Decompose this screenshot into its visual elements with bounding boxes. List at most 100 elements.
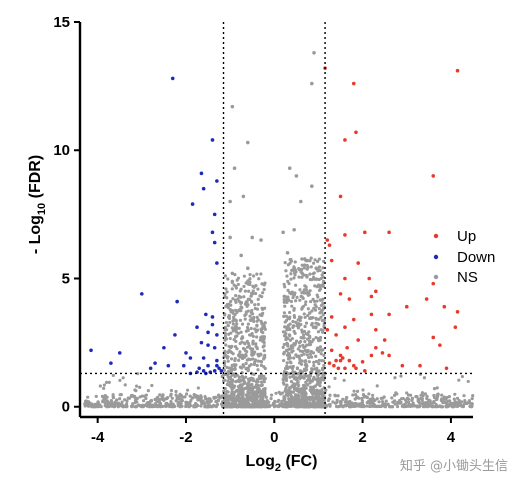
ns-point xyxy=(228,199,232,204)
ns-point xyxy=(298,344,302,348)
x-axis-title-subscript: 2 xyxy=(275,462,281,474)
ns-point xyxy=(310,355,314,359)
ns-point xyxy=(135,400,139,404)
up-point xyxy=(374,289,378,294)
ns-point xyxy=(288,375,292,379)
ns-point xyxy=(245,350,249,354)
ns-point xyxy=(245,382,249,386)
ns-point xyxy=(304,386,308,390)
ns-point xyxy=(238,355,242,359)
ns-point xyxy=(392,393,397,397)
y-axis-ticks: 0 5 10 15 xyxy=(53,14,80,416)
ns-point xyxy=(222,389,226,393)
ns-point xyxy=(288,315,292,319)
x-axis-title: Log2 (FC) xyxy=(246,453,318,474)
up-point xyxy=(343,325,347,330)
ns-point xyxy=(306,349,310,354)
ns-point xyxy=(289,347,293,351)
down-point xyxy=(212,240,217,245)
up-point xyxy=(455,68,460,73)
ns-point xyxy=(119,404,123,408)
ns-point xyxy=(234,396,239,401)
ns-point xyxy=(204,396,208,401)
ns-point xyxy=(297,275,301,279)
up-point xyxy=(374,327,378,332)
ns-point xyxy=(291,324,296,328)
down-point xyxy=(109,361,113,365)
down-point xyxy=(210,138,215,142)
up-point xyxy=(343,276,347,281)
ns-point xyxy=(251,292,255,296)
ns-point xyxy=(206,405,211,409)
ns-point xyxy=(261,291,265,295)
up-point xyxy=(387,353,391,358)
ns-point xyxy=(367,392,371,396)
up-point xyxy=(336,366,341,371)
ns-point xyxy=(313,258,317,262)
ns-point xyxy=(383,405,388,409)
ns-point xyxy=(196,398,200,402)
up-point xyxy=(424,297,429,301)
ns-point xyxy=(224,320,228,325)
ns-point xyxy=(284,332,288,336)
ns-point xyxy=(352,389,356,393)
ns-point xyxy=(243,317,247,321)
ns-point xyxy=(243,381,247,385)
ns-point xyxy=(237,378,241,382)
ns-point xyxy=(307,360,311,364)
ns-point xyxy=(237,391,241,396)
ns-point xyxy=(151,404,156,408)
ns-point xyxy=(321,307,325,312)
ns-point xyxy=(289,299,294,304)
up-point xyxy=(387,230,391,235)
ns-point xyxy=(283,304,287,308)
ns-point xyxy=(248,357,252,362)
ns-point xyxy=(248,383,252,387)
ns-point xyxy=(241,194,246,199)
ns-point xyxy=(242,364,246,368)
ns-point xyxy=(311,351,316,355)
ns-point xyxy=(393,376,397,380)
down-point xyxy=(215,333,219,337)
ns-point xyxy=(248,272,252,277)
ns-point xyxy=(303,315,307,320)
ns-point xyxy=(249,326,253,331)
ns-point xyxy=(238,318,243,322)
ns-point xyxy=(252,401,257,405)
ns-point xyxy=(313,308,318,312)
ns-point xyxy=(305,353,309,357)
ns-point xyxy=(293,260,297,264)
ns-point xyxy=(320,283,324,288)
down-point xyxy=(201,356,206,360)
ns-point xyxy=(302,263,307,267)
ns-point xyxy=(250,299,254,304)
ns-point xyxy=(419,393,423,397)
ns-point xyxy=(232,283,236,287)
ns-point xyxy=(293,273,297,277)
ns-point xyxy=(312,50,316,55)
ns-point xyxy=(184,400,188,404)
ns-point xyxy=(165,401,169,405)
up-point xyxy=(363,230,367,235)
ns-point xyxy=(283,325,287,329)
ns-point xyxy=(241,375,245,380)
ns-point xyxy=(277,390,281,395)
ns-point xyxy=(259,394,263,398)
ns-point xyxy=(282,342,286,347)
ns-point xyxy=(297,341,302,345)
ns-point xyxy=(321,297,325,301)
ns-point xyxy=(289,404,293,408)
ns-point xyxy=(301,273,306,277)
down-point xyxy=(153,361,157,365)
ns-point xyxy=(321,395,325,399)
ns-point xyxy=(303,345,307,349)
ns-point xyxy=(224,287,228,291)
ns-point xyxy=(178,392,182,396)
ns-point xyxy=(239,383,243,387)
down-point xyxy=(166,363,171,368)
ns-point xyxy=(228,336,232,341)
ns-point xyxy=(282,351,286,355)
ns-point xyxy=(131,402,135,406)
up-point xyxy=(380,351,385,355)
ns-point xyxy=(100,394,105,398)
